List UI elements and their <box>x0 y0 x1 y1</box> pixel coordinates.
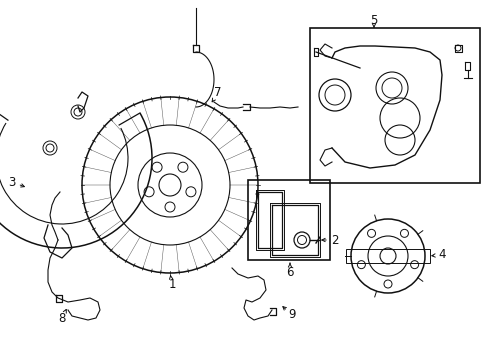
Text: 4: 4 <box>438 248 446 261</box>
Text: 5: 5 <box>370 13 378 27</box>
Text: 2: 2 <box>331 234 339 247</box>
Text: 6: 6 <box>286 266 294 279</box>
Text: 8: 8 <box>58 311 66 324</box>
Text: 7: 7 <box>214 86 222 99</box>
Bar <box>310 28 480 183</box>
Text: 3: 3 <box>8 175 16 189</box>
Bar <box>248 180 330 260</box>
Text: 9: 9 <box>288 309 296 321</box>
Text: 1: 1 <box>168 279 176 292</box>
Bar <box>346 249 430 263</box>
